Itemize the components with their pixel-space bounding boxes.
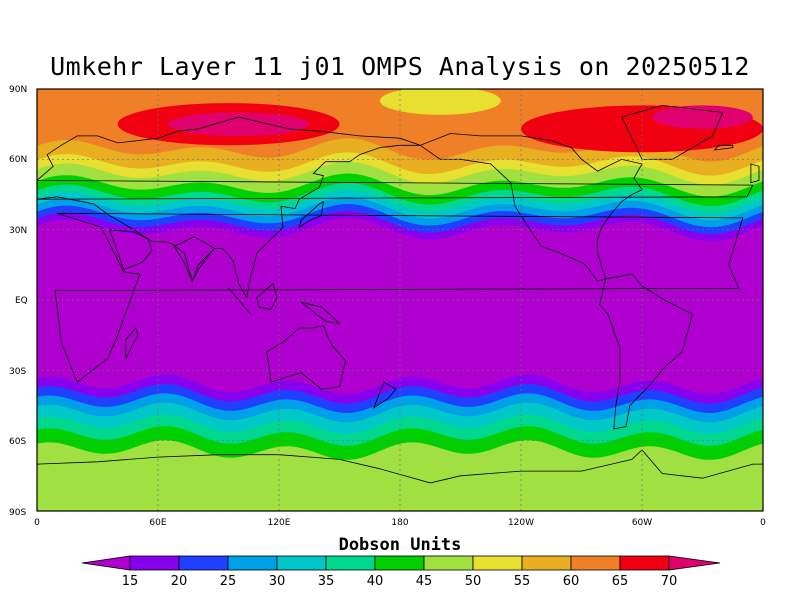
lon-label-60e: 60E [149, 518, 166, 528]
lon-label-0: 0 [34, 518, 40, 528]
colorbar-arrow-low [81, 555, 131, 571]
colorbar-swatch [423, 555, 474, 571]
coastline-7 [599, 273, 693, 430]
colorbar-swatch [129, 555, 180, 571]
lat-lon-gridlines [37, 89, 763, 511]
colorbar-swatch [178, 555, 229, 571]
colorbar-level-label: 50 [465, 574, 482, 589]
lat-label-60n: 60N [9, 155, 27, 165]
coastline-2 [109, 229, 153, 271]
coastline-6 [419, 133, 643, 282]
colorbar-swatch [521, 555, 572, 571]
lat-label-90s: 90S [9, 508, 26, 518]
coastline-11 [228, 288, 252, 315]
colorbar-level-label: 65 [612, 574, 629, 589]
map-title: Umkehr Layer 11 j01 OMPS Analysis on 202… [50, 52, 750, 81]
colorbar-level-label: 35 [318, 574, 335, 589]
lat-label-30s: 30S [9, 367, 26, 377]
lon-label-120w: 120W [508, 518, 534, 528]
lat-label-30n: 30N [9, 226, 27, 236]
coastlines [37, 104, 763, 511]
coastline-15 [750, 163, 760, 184]
colorbar: 15 20 25 30 35 40 45 50 55 60 65 70 [81, 555, 721, 589]
coastline-3 [173, 236, 216, 283]
colorbar-swatch [472, 555, 523, 571]
axis-ticks: 90N 60N 30N EQ 30S 60S 90S 0 60E 120E 18… [9, 85, 766, 528]
blob-yellow-arctic [379, 89, 501, 115]
colorbar-title: Dobson Units [338, 535, 462, 555]
lon-label-120e: 120E [268, 518, 291, 528]
colorbar-arrow-high [668, 555, 721, 571]
lon-label-60w: 60W [632, 518, 652, 528]
coastline-4 [266, 325, 347, 390]
lat-label-eq: EQ [15, 296, 28, 306]
coastline-9 [125, 327, 139, 359]
blob-pink-eurasia [168, 112, 310, 136]
colorbar-level-label: 15 [122, 574, 139, 589]
lat-label-60s: 60S [9, 437, 26, 447]
colorbar-swatch [276, 555, 327, 571]
lon-label-0-end: 0 [760, 518, 766, 528]
coastline-12 [256, 282, 278, 310]
colorbar-swatch [227, 555, 278, 571]
coastline-16 [713, 144, 734, 151]
blob-pink-america [652, 105, 753, 129]
colorbar-level-label: 40 [367, 574, 384, 589]
coastline-10 [298, 200, 324, 229]
lat-label-90n: 90N [9, 85, 27, 95]
colorbar-level-label: 30 [269, 574, 286, 589]
colorbar-level-label: 60 [563, 574, 580, 589]
coastline-0 [54, 212, 744, 383]
coastline-14 [372, 381, 397, 409]
colorbar-level-label: 70 [661, 574, 678, 589]
colorbar-level-label: 45 [416, 574, 433, 589]
band-sh-7 [37, 454, 763, 511]
colorbar-level-label: 20 [171, 574, 188, 589]
colorbar-swatch [325, 555, 376, 571]
lon-label-180: 180 [391, 518, 408, 528]
colorbar-swatch [619, 555, 670, 571]
coastline-13 [300, 301, 341, 325]
colorbar-level-label: 25 [220, 574, 237, 589]
coastline-8 [37, 449, 763, 511]
colorbar-swatch [374, 555, 425, 571]
coastline-1 [37, 116, 754, 299]
map-frame [36, 88, 764, 512]
colorbar-level-label: 55 [514, 574, 531, 589]
colorbar-swatch [570, 555, 621, 571]
